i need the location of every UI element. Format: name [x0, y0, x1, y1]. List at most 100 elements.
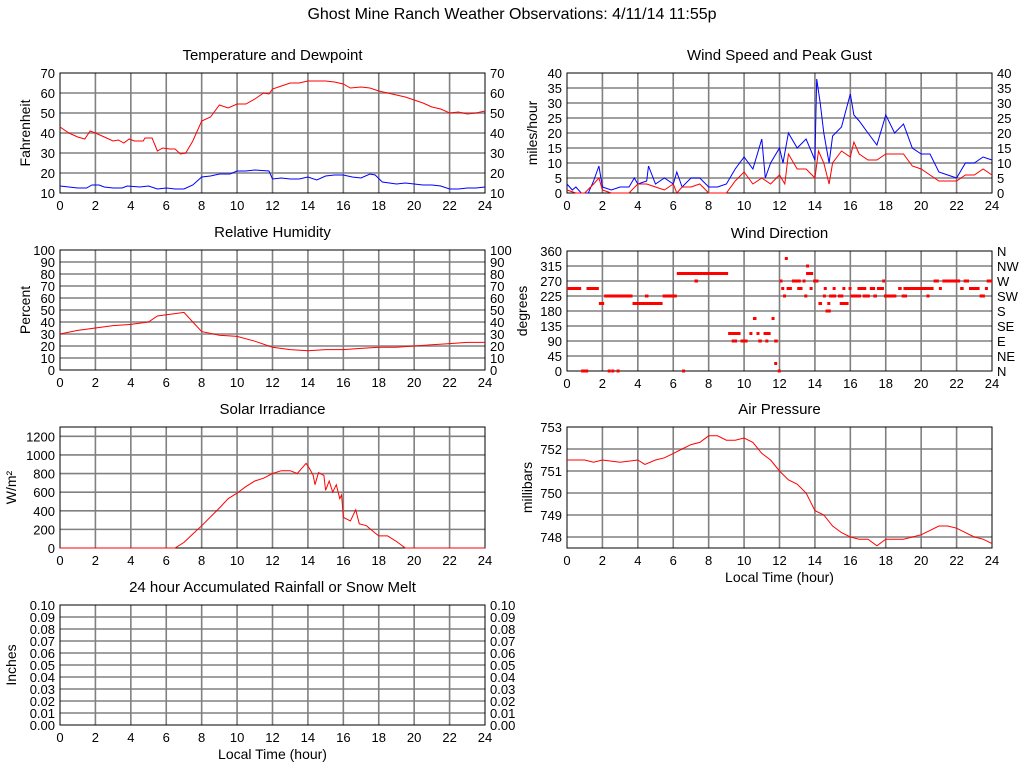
wind-direction-point [611, 369, 615, 373]
x-tick-label: 14 [808, 198, 822, 213]
y-tick-label: 5 [555, 171, 562, 186]
x-axis-label: Local Time (hour) [725, 569, 834, 585]
wind-direction-point [676, 272, 729, 275]
x-tick-label: 4 [634, 198, 641, 213]
x-tick-label: 22 [442, 375, 456, 390]
right-tick-label: 0 [997, 186, 1004, 201]
x-tick-label: 6 [163, 375, 170, 390]
wind-direction-point [873, 294, 877, 298]
y-tick-label: 25 [548, 111, 562, 126]
y-tick-label: 0.09 [30, 610, 55, 625]
wind-direction-point [731, 339, 737, 343]
x-tick-label: 14 [301, 198, 315, 213]
right-tick-label: 0.09 [490, 610, 515, 625]
y-tick-label: 800 [33, 467, 55, 482]
x-tick-label: 18 [372, 553, 386, 568]
x-tick-label: 12 [772, 198, 786, 213]
wind-direction-point [857, 287, 867, 290]
y-tick-label: 0.01 [30, 706, 55, 721]
wind-direction-point [862, 294, 870, 298]
x-tick-label: 4 [127, 198, 134, 213]
y-tick-label: 10 [548, 156, 562, 171]
wind-direction-point [632, 302, 663, 305]
y-tick-label: 748 [540, 530, 562, 545]
x-tick-label: 2 [599, 376, 606, 391]
right-tick-label: 0.05 [490, 658, 515, 673]
y-tick-label: 0 [48, 541, 55, 556]
wind-direction-point [781, 287, 785, 290]
right-tick-label: W [997, 274, 1010, 289]
wind-direction-point [869, 287, 876, 290]
y-tick-label: 0.00 [30, 718, 55, 733]
y-tick-label: 10 [41, 186, 55, 201]
wind-direction-point [984, 287, 988, 290]
right-tick-label: 0.03 [490, 682, 515, 697]
y-tick-label: 45 [548, 349, 562, 364]
x-tick-label: 10 [737, 553, 751, 568]
y-tick-label: 90 [41, 255, 55, 270]
y-axis-label: W/m² [3, 470, 19, 504]
wind-direction-point [783, 294, 787, 298]
y-tick-label: 749 [540, 508, 562, 523]
wind-direction-point [774, 339, 778, 343]
right-tick-label: 80 [490, 267, 504, 282]
x-tick-label: 10 [737, 376, 751, 391]
x-tick-label: 0 [563, 198, 570, 213]
right-tick-label: 60 [490, 86, 504, 101]
right-tick-label: 100 [490, 243, 512, 258]
y-tick-label: 0.10 [30, 598, 55, 613]
wind-direction-point [878, 287, 884, 290]
y-tick-label: 35 [548, 81, 562, 96]
x-tick-label: 2 [92, 375, 99, 390]
wind-direction-point [616, 369, 620, 373]
x-tick-label: 2 [599, 553, 606, 568]
wind-direction-point [749, 332, 753, 335]
x-tick-label: 12 [772, 376, 786, 391]
y-tick-label: 0.03 [30, 682, 55, 697]
wind-direction-point [850, 294, 861, 298]
right-tick-label: NE [997, 349, 1015, 364]
x-tick-label: 22 [442, 198, 456, 213]
x-tick-label: 24 [478, 553, 492, 568]
x-tick-label: 18 [372, 375, 386, 390]
x-tick-label: 12 [772, 553, 786, 568]
wind-direction-point [728, 332, 741, 335]
y-tick-label: 50 [41, 106, 55, 121]
x-tick-label: 8 [705, 198, 712, 213]
x-tick-label: 24 [478, 198, 492, 213]
right-tick-label: 0.04 [490, 670, 515, 685]
right-tick-label: 40 [997, 66, 1011, 81]
x-tick-label: 16 [336, 198, 350, 213]
wind-direction-point [604, 294, 633, 298]
y-axis-label: millibars [519, 462, 535, 513]
right-tick-label: 0.02 [490, 694, 515, 709]
y-tick-label: 70 [41, 66, 55, 81]
x-tick-label: 8 [198, 553, 205, 568]
right-tick-label: 10 [997, 156, 1011, 171]
x-tick-label: 8 [198, 730, 205, 745]
right-tick-label: E [997, 334, 1006, 349]
x-tick-label: 16 [336, 375, 350, 390]
y-tick-label: 50 [41, 303, 55, 318]
series-line [566, 140, 993, 194]
y-tick-label: 0 [555, 364, 562, 379]
y-tick-label: 315 [540, 259, 562, 274]
wind-direction-point [774, 362, 778, 365]
y-tick-label: 0 [555, 186, 562, 201]
x-tick-label: 10 [230, 375, 244, 390]
right-tick-label: 30 [490, 146, 504, 161]
y-axis-label: Inches [3, 644, 19, 685]
y-tick-label: 70 [41, 279, 55, 294]
wind-direction-point [756, 332, 760, 335]
wind-direction-point [818, 302, 822, 305]
wind-direction-point [960, 287, 964, 290]
y-axis-label: degrees [514, 286, 530, 337]
series-line [59, 80, 486, 155]
series-line [60, 462, 485, 549]
x-tick-label: 4 [634, 376, 641, 391]
right-tick-label: 0.06 [490, 646, 515, 661]
chart-title: Wind Speed and Peak Gust [687, 47, 873, 64]
